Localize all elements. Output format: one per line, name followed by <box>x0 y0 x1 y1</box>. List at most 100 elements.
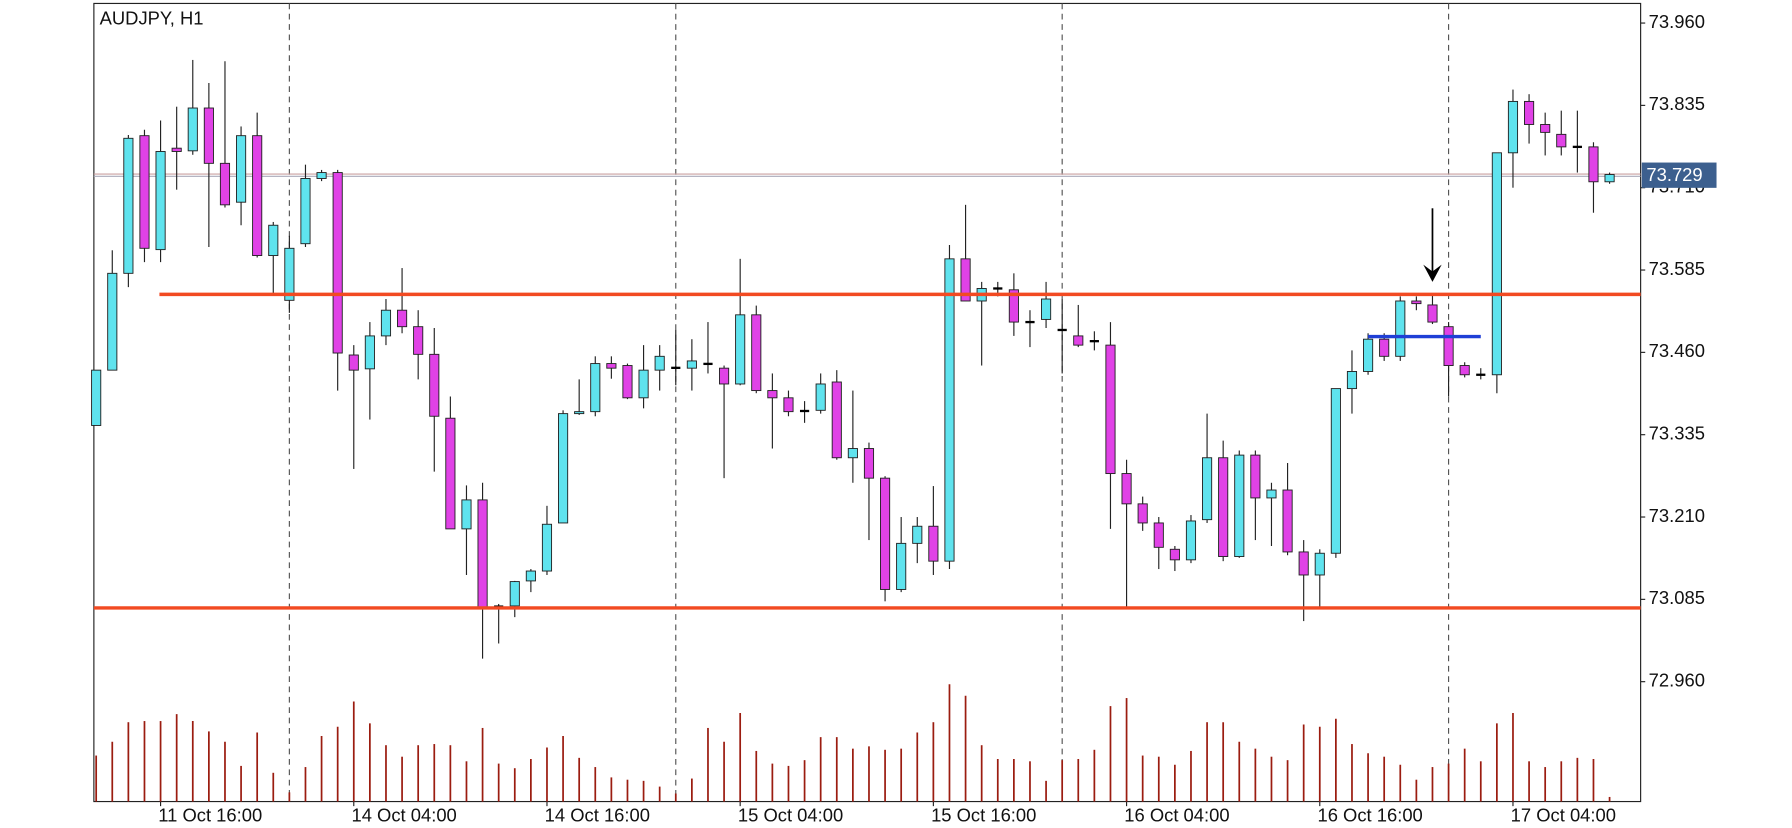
candle-body <box>960 258 971 302</box>
candle-body <box>332 172 343 354</box>
candle-body <box>1202 457 1213 521</box>
candle-body <box>1250 454 1261 499</box>
candle-body <box>91 369 102 426</box>
arrow-head <box>1423 264 1442 282</box>
candle-body <box>107 272 118 371</box>
candle-body <box>863 448 875 479</box>
x-tick-label: 17 Oct 04:00 <box>1511 804 1616 825</box>
candle-body <box>815 383 826 411</box>
x-tick-label: 14 Oct 04:00 <box>351 804 456 825</box>
candle-body <box>1121 473 1132 505</box>
candle-body <box>912 525 923 544</box>
candle-body <box>1491 152 1502 376</box>
candle-body <box>364 335 375 370</box>
y-tick-label: 72.960 <box>1649 670 1705 691</box>
candle-body <box>783 397 794 413</box>
x-tick-label: 15 Oct 16:00 <box>931 804 1036 825</box>
candle-body <box>1443 326 1454 366</box>
candle-body <box>1314 552 1325 576</box>
candle-body <box>928 525 939 562</box>
candle-body <box>1507 100 1519 154</box>
candle-body <box>638 369 649 399</box>
candle-body <box>751 314 762 392</box>
chart-title: AUDJPY, H1 <box>100 7 204 28</box>
candle-body <box>1524 100 1535 125</box>
candle-body <box>944 258 955 562</box>
candle-body <box>1266 489 1277 499</box>
candle-body <box>896 542 907 590</box>
y-tick-label: 73.085 <box>1649 587 1705 608</box>
candle-body <box>509 581 520 607</box>
candle-body <box>1218 457 1229 558</box>
candle-body <box>477 499 488 608</box>
candle-body <box>1379 338 1390 357</box>
candle-body <box>606 363 617 369</box>
candle-body <box>558 413 569 524</box>
candle-body <box>541 523 553 572</box>
candle-body <box>139 135 150 249</box>
candle-body <box>252 135 263 257</box>
candle-body <box>1540 124 1551 133</box>
candle-body <box>219 162 231 206</box>
candle-body <box>1008 289 1019 323</box>
candle-body <box>767 390 778 399</box>
candle-body <box>1346 371 1358 390</box>
candle-body <box>123 137 134 274</box>
candle-body <box>397 309 408 328</box>
candle-body <box>1411 300 1422 305</box>
candle-body <box>1330 388 1341 554</box>
candle-body <box>1105 344 1116 475</box>
x-tick-label: 14 Oct 16:00 <box>545 804 650 825</box>
candle-body <box>847 448 858 459</box>
candle-body <box>1604 174 1615 183</box>
candle-body <box>1073 335 1084 346</box>
x-tick-label: 11 Oct 16:00 <box>158 804 262 825</box>
plot-frame <box>93 2 1642 803</box>
y-tick-label: 73.335 <box>1649 423 1705 444</box>
candle-body <box>429 353 440 417</box>
candle-body <box>622 365 633 399</box>
candle-body <box>1153 522 1164 548</box>
candle-body <box>1395 300 1406 357</box>
candle-body <box>1459 365 1470 376</box>
candle-body <box>1041 298 1052 320</box>
candle-body <box>590 363 601 413</box>
x-tick-label: 15 Oct 04:00 <box>738 804 843 825</box>
y-tick-label: 73.835 <box>1649 93 1705 114</box>
candle-body <box>1282 489 1293 553</box>
candle-body <box>316 172 327 179</box>
candle-body <box>300 178 311 245</box>
candle-body <box>574 411 585 415</box>
candle-body <box>155 151 166 251</box>
candle-body <box>1137 503 1148 524</box>
price-box <box>1641 162 1717 188</box>
candle-body <box>171 147 182 152</box>
candle-body <box>380 309 392 337</box>
y-tick-label: 73.460 <box>1649 340 1705 361</box>
candle-body <box>1185 520 1197 561</box>
candle-body <box>187 107 198 152</box>
price-label: 73.729 <box>1646 164 1702 185</box>
candle-body <box>1588 146 1599 183</box>
candle-body <box>686 360 697 369</box>
candle-body <box>1363 338 1374 372</box>
x-tick-label: 16 Oct 04:00 <box>1124 804 1229 825</box>
candle-body <box>445 417 456 530</box>
candle-body <box>203 107 214 164</box>
candle-body <box>236 135 247 203</box>
candle-body <box>654 355 665 371</box>
candle-body <box>268 224 279 257</box>
candle-body <box>413 326 424 355</box>
candle-body <box>1427 304 1438 323</box>
candle-body <box>1298 551 1309 576</box>
candle-body <box>1556 133 1567 148</box>
x-tick-label: 16 Oct 16:00 <box>1317 804 1422 825</box>
candle-body <box>1169 548 1180 561</box>
candle-body <box>880 477 891 590</box>
y-tick-label: 73.960 <box>1649 11 1705 32</box>
candle-body <box>719 367 730 385</box>
candle-body <box>348 354 359 371</box>
candle-body <box>284 247 295 301</box>
